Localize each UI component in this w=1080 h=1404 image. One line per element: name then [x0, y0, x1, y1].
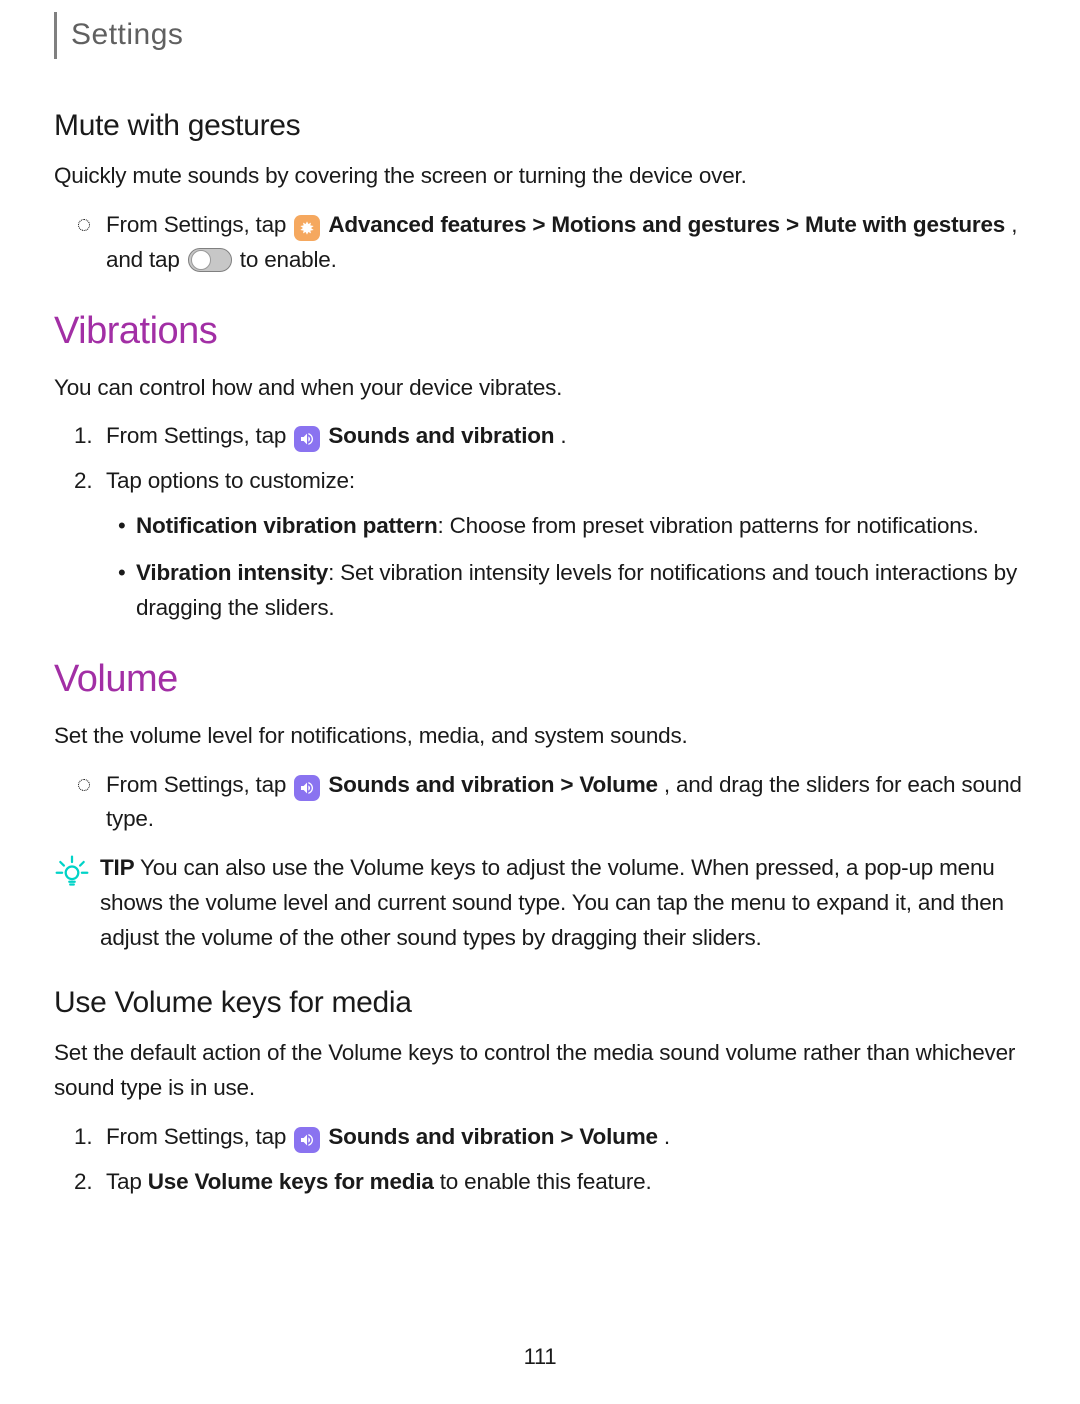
text-vibrations-intro: You can control how and when your device…: [54, 371, 1026, 406]
list-number: 1.: [74, 1120, 92, 1155]
text-volume-intro: Set the volume level for notifications, …: [54, 719, 1026, 754]
sublist-vibration-options: Notification vibration pattern: Choose f…: [106, 509, 1026, 626]
text-fragment: : Choose from preset vibration patterns …: [438, 513, 979, 538]
text-fragment: Mute with gestures: [805, 212, 1005, 237]
list-item: Notification vibration pattern: Choose f…: [136, 509, 1026, 544]
text-fragment: .: [560, 423, 566, 448]
text-fragment: Use Volume keys for media: [148, 1169, 434, 1194]
list-item: From Settings, tap Sounds and vibration …: [106, 768, 1026, 838]
heading-vibrations: Vibrations: [54, 302, 1026, 361]
list-volume-steps: From Settings, tap Sounds and vibration …: [54, 768, 1026, 838]
text-fragment: to enable.: [240, 247, 337, 272]
text-volkeys-intro: Set the default action of the Volume key…: [54, 1036, 1026, 1106]
list-volkeys-steps: 1. From Settings, tap Sounds and vibrati…: [54, 1120, 1026, 1200]
text-fragment: From Settings, tap: [106, 1124, 292, 1149]
text-fragment: Tap: [106, 1169, 148, 1194]
text-fragment: Volume: [579, 1124, 657, 1149]
text-fragment: From Settings, tap: [106, 212, 292, 237]
list-number: 2.: [74, 1165, 92, 1200]
list-item: 1. From Settings, tap Sounds and vibrati…: [106, 1120, 1026, 1155]
text-fragment: From Settings, tap: [106, 423, 292, 448]
text-fragment: >: [532, 212, 551, 237]
text-fragment: .: [664, 1124, 670, 1149]
list-number: 1.: [74, 419, 92, 454]
tip-bulb-icon: [54, 851, 90, 889]
list-mute-steps: From Settings, tap Advanced features > M…: [54, 208, 1026, 278]
text-fragment: Tap options to customize:: [106, 468, 355, 493]
sounds-vibration-icon: [294, 775, 320, 801]
toggle-icon: [188, 248, 232, 272]
text-fragment: Notification vibration pattern: [136, 513, 438, 538]
list-number: 2.: [74, 464, 92, 499]
text-fragment: >: [786, 212, 805, 237]
list-vibrations-steps: 1. From Settings, tap Sounds and vibrati…: [54, 419, 1026, 625]
text-fragment: You can also use the Volume keys to adju…: [100, 855, 1004, 950]
heading-mute-gestures: Mute with gestures: [54, 103, 1026, 150]
list-item: 2. Tap options to customize: Notificatio…: [106, 464, 1026, 626]
text-mute-intro: Quickly mute sounds by covering the scre…: [54, 159, 1026, 194]
heading-volume: Volume: [54, 650, 1026, 709]
text-fragment: Advanced features: [328, 212, 526, 237]
sounds-vibration-icon: [294, 426, 320, 452]
text-fragment: Motions and gestures: [551, 212, 780, 237]
sounds-vibration-icon: [294, 1127, 320, 1153]
text-fragment: Sounds and vibration: [328, 1124, 554, 1149]
list-item: 1. From Settings, tap Sounds and vibrati…: [106, 419, 1026, 454]
text-fragment: >: [560, 772, 579, 797]
text-fragment: to enable this feature.: [440, 1169, 652, 1194]
text-fragment: Sounds and vibration: [328, 772, 554, 797]
text-fragment: From Settings, tap: [106, 772, 292, 797]
text-fragment: Vibration intensity: [136, 560, 328, 585]
heading-volume-keys: Use Volume keys for media: [54, 980, 1026, 1027]
list-item: 2. Tap Use Volume keys for media to enab…: [106, 1165, 1026, 1200]
tip-text: TIP You can also use the Volume keys to …: [100, 851, 1026, 956]
advanced-features-icon: [294, 215, 320, 241]
tip-label: TIP: [100, 855, 134, 880]
list-item: From Settings, tap Advanced features > M…: [106, 208, 1026, 278]
page-header-title: Settings: [71, 12, 1026, 59]
page-number: 111: [54, 1340, 1026, 1374]
list-item: Vibration intensity: Set vibration inten…: [136, 556, 1026, 626]
text-fragment: Sounds and vibration: [328, 423, 554, 448]
text-fragment: >: [560, 1124, 579, 1149]
page-header: Settings: [54, 12, 1026, 59]
text-fragment: Volume: [579, 772, 657, 797]
tip-block: TIP You can also use the Volume keys to …: [54, 851, 1026, 956]
